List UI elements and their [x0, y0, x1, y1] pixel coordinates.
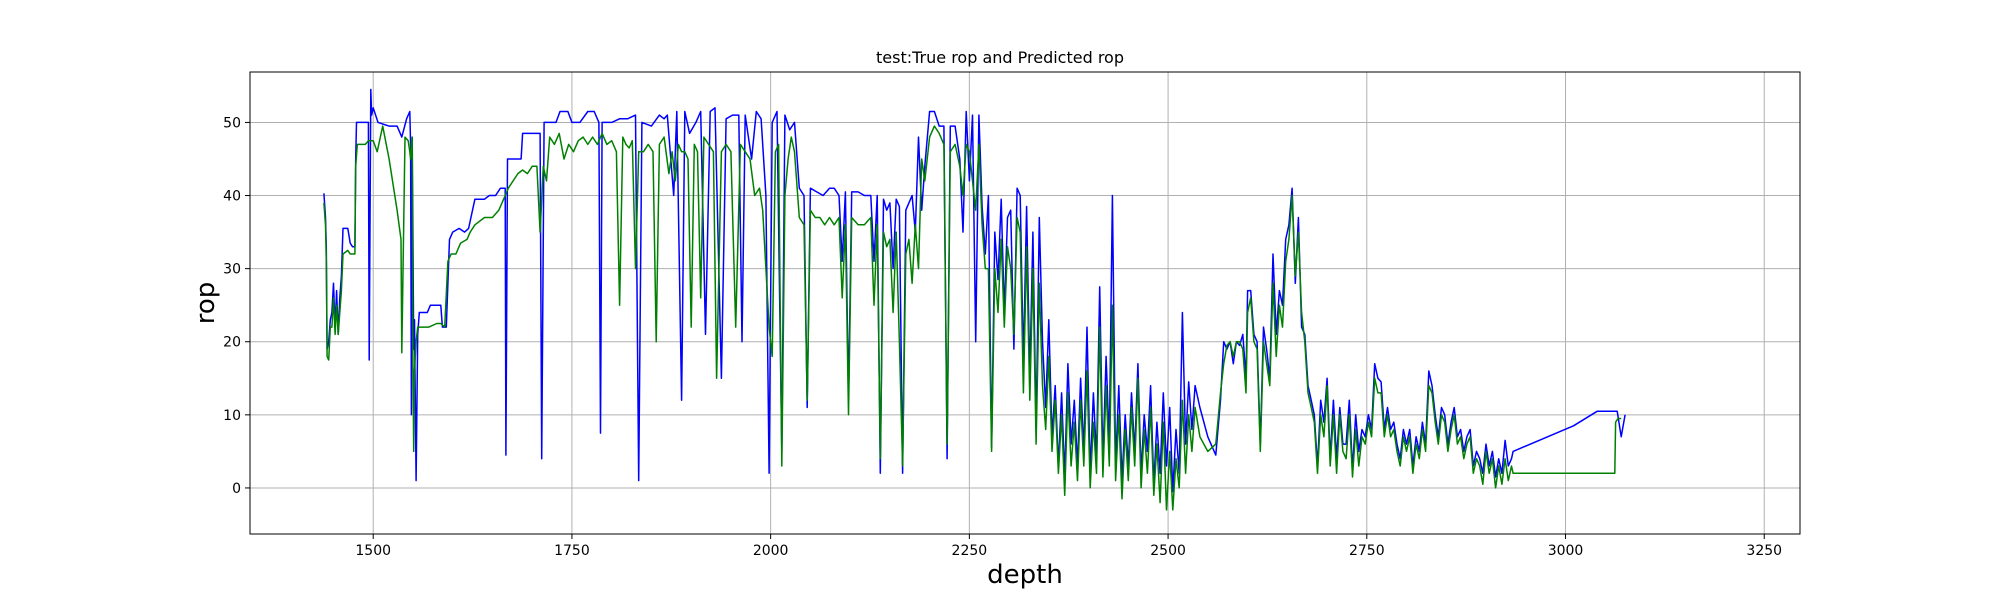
y-tick-label: 50 — [223, 115, 241, 131]
x-tick-label: 1750 — [554, 543, 590, 559]
ticks: 1500 1750 2000 2250 2500 2750 3000 3250 0 10 20 30 4… — [223, 115, 1782, 559]
y-tick-label: 10 — [223, 408, 241, 424]
y-tick-label: 0 — [232, 481, 241, 497]
x-axis-label: depth — [987, 560, 1063, 590]
chart-title: test:True rop and Predicted rop — [876, 48, 1124, 67]
y-axis-label: rop — [191, 282, 221, 325]
y-tick-label: 40 — [223, 189, 241, 205]
x-tick-label: 2000 — [753, 543, 789, 559]
x-tick-label: 1500 — [355, 543, 391, 559]
true-rop-line — [323, 88, 1626, 493]
x-tick-label: 3250 — [1746, 543, 1782, 559]
x-tick-label: 3000 — [1548, 543, 1584, 559]
grid — [250, 72, 1800, 534]
x-tick-label: 2500 — [1150, 543, 1186, 559]
x-tick-label: 2250 — [952, 543, 988, 559]
predicted-rop-line — [323, 125, 1622, 511]
y-tick-label: 30 — [223, 262, 241, 278]
x-tick-label: 2750 — [1349, 543, 1385, 559]
y-tick-label: 20 — [223, 335, 241, 351]
series-group — [323, 88, 1626, 511]
plot-frame — [249, 71, 1801, 535]
